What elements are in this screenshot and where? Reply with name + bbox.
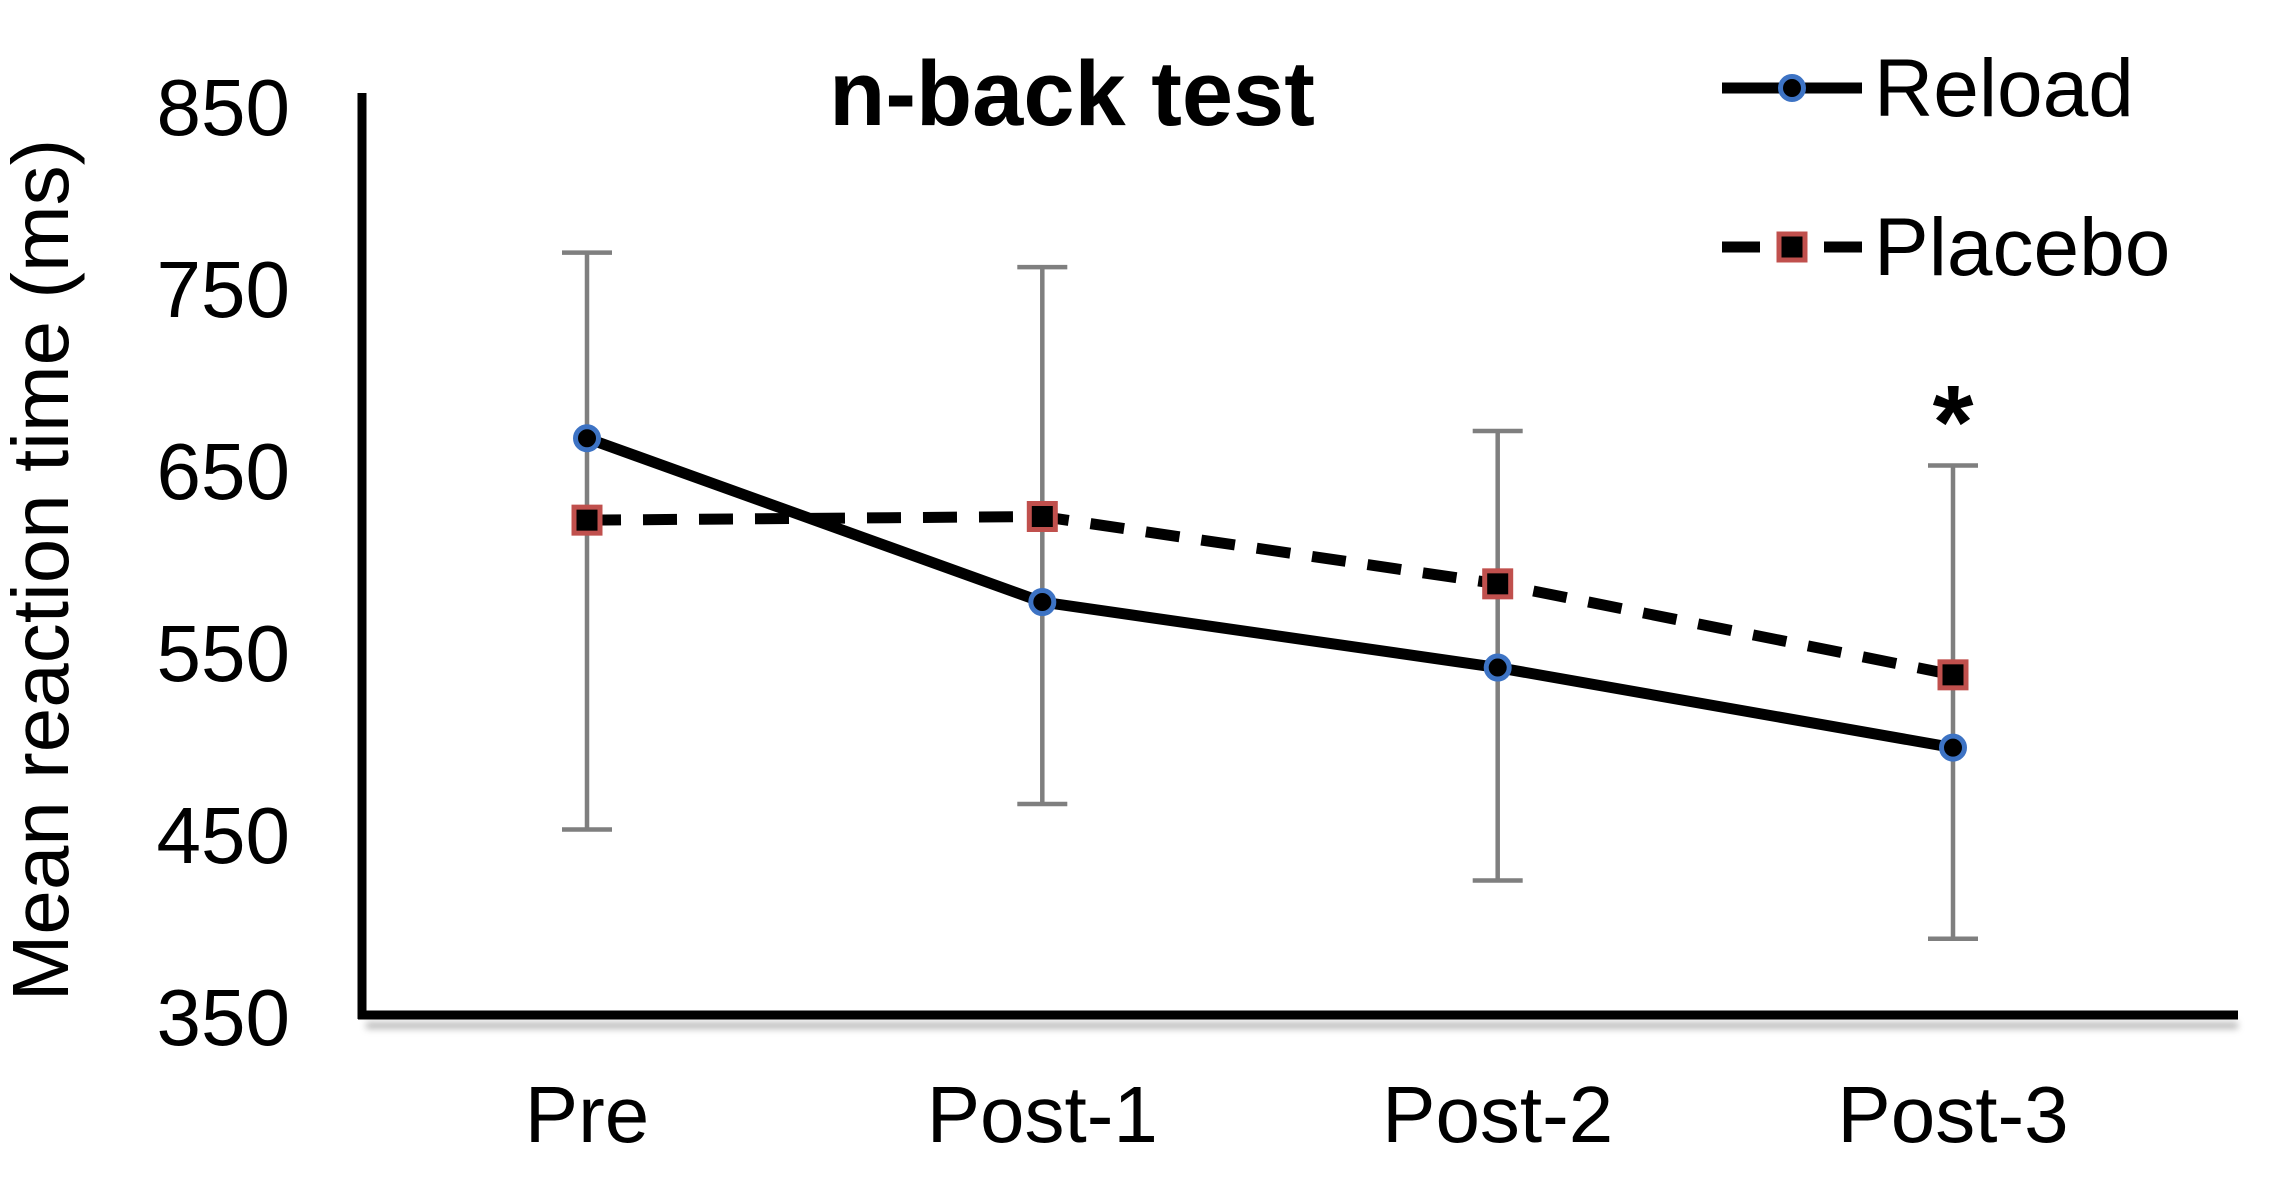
significance-asterisk: * — [1933, 364, 1974, 481]
reload-marker — [1483, 653, 1512, 682]
x-axis-shadow — [366, 1022, 2238, 1029]
y-tick-label: 550 — [157, 609, 290, 698]
y-tick-label: 850 — [157, 63, 290, 152]
y-tick-label: 350 — [157, 973, 290, 1062]
y-tick-label: 750 — [157, 245, 290, 334]
legend-reload-marker — [1778, 74, 1806, 102]
y-tick-label: 450 — [157, 791, 290, 880]
x-tick-label: Pre — [525, 1070, 650, 1159]
legend-reload-label: Reload — [1874, 43, 2134, 134]
placebo-marker — [1026, 501, 1058, 532]
reload-marker — [573, 424, 601, 453]
reload-marker — [1028, 588, 1057, 617]
x-tick-label: Post-3 — [1837, 1070, 2068, 1159]
placebo-marker — [1482, 568, 1514, 600]
x-tick-label: Post-1 — [927, 1070, 1158, 1159]
placebo-line — [586, 510, 1955, 681]
x-tick-label: Post-2 — [1382, 1070, 1613, 1159]
placebo-marker — [571, 504, 603, 536]
legend-placebo-marker — [1776, 231, 1808, 263]
placebo-marker — [1937, 659, 1969, 691]
reload-line — [585, 433, 1954, 754]
chart-title: n-back test — [829, 43, 1315, 145]
y-tick-label: 650 — [157, 427, 290, 516]
y-axis-label: Mean reaction time (ms) — [0, 139, 85, 1001]
reload-marker — [1939, 733, 1967, 762]
legend-placebo-label: Placebo — [1874, 202, 2170, 293]
